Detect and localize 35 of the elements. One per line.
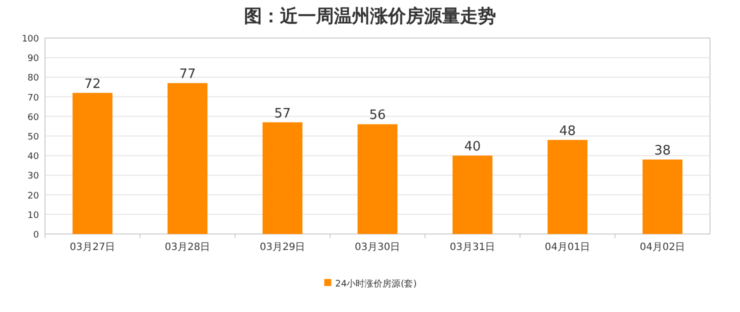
y-tick-label: 10 <box>28 210 40 221</box>
data-label: 57 <box>274 106 291 122</box>
bar <box>168 83 208 234</box>
x-tick-label: 04月02日 <box>640 242 686 253</box>
x-tick-label: 03月27日 <box>70 242 116 253</box>
bar <box>548 140 588 234</box>
x-tick-label: 03月31日 <box>450 242 496 253</box>
legend: 24小时涨价房源(套) <box>324 279 417 290</box>
data-label: 40 <box>464 140 481 155</box>
data-label: 56 <box>369 108 386 124</box>
y-tick-label: 100 <box>22 34 40 44</box>
y-tick-label: 80 <box>28 74 40 84</box>
y-tick-label: 30 <box>28 172 40 182</box>
legend-label: 24小时涨价房源(套) <box>335 278 417 290</box>
chart-title: 图：近一周温州涨价房源量走势 <box>244 6 496 27</box>
y-tick-label: 50 <box>28 132 40 142</box>
bar <box>358 124 398 234</box>
bar <box>72 92 112 234</box>
data-label: 38 <box>654 144 671 159</box>
data-label: 48 <box>559 124 576 139</box>
y-tick-label: 0 <box>33 230 40 240</box>
bar <box>642 160 682 234</box>
bar <box>262 122 302 234</box>
x-tick-label: 03月28日 <box>164 242 210 253</box>
x-tick-label: 03月30日 <box>354 242 400 253</box>
y-tick-label: 60 <box>28 112 40 123</box>
data-label: 77 <box>179 67 196 82</box>
data-label: 72 <box>84 76 101 92</box>
y-tick-label: 20 <box>28 191 40 202</box>
bar <box>452 156 492 234</box>
y-tick-label: 40 <box>28 152 40 162</box>
x-tick-label: 03月29日 <box>260 242 306 253</box>
y-tick-label: 70 <box>28 93 40 104</box>
y-tick-label: 90 <box>28 54 40 64</box>
x-tick-label: 04月01日 <box>544 242 590 253</box>
